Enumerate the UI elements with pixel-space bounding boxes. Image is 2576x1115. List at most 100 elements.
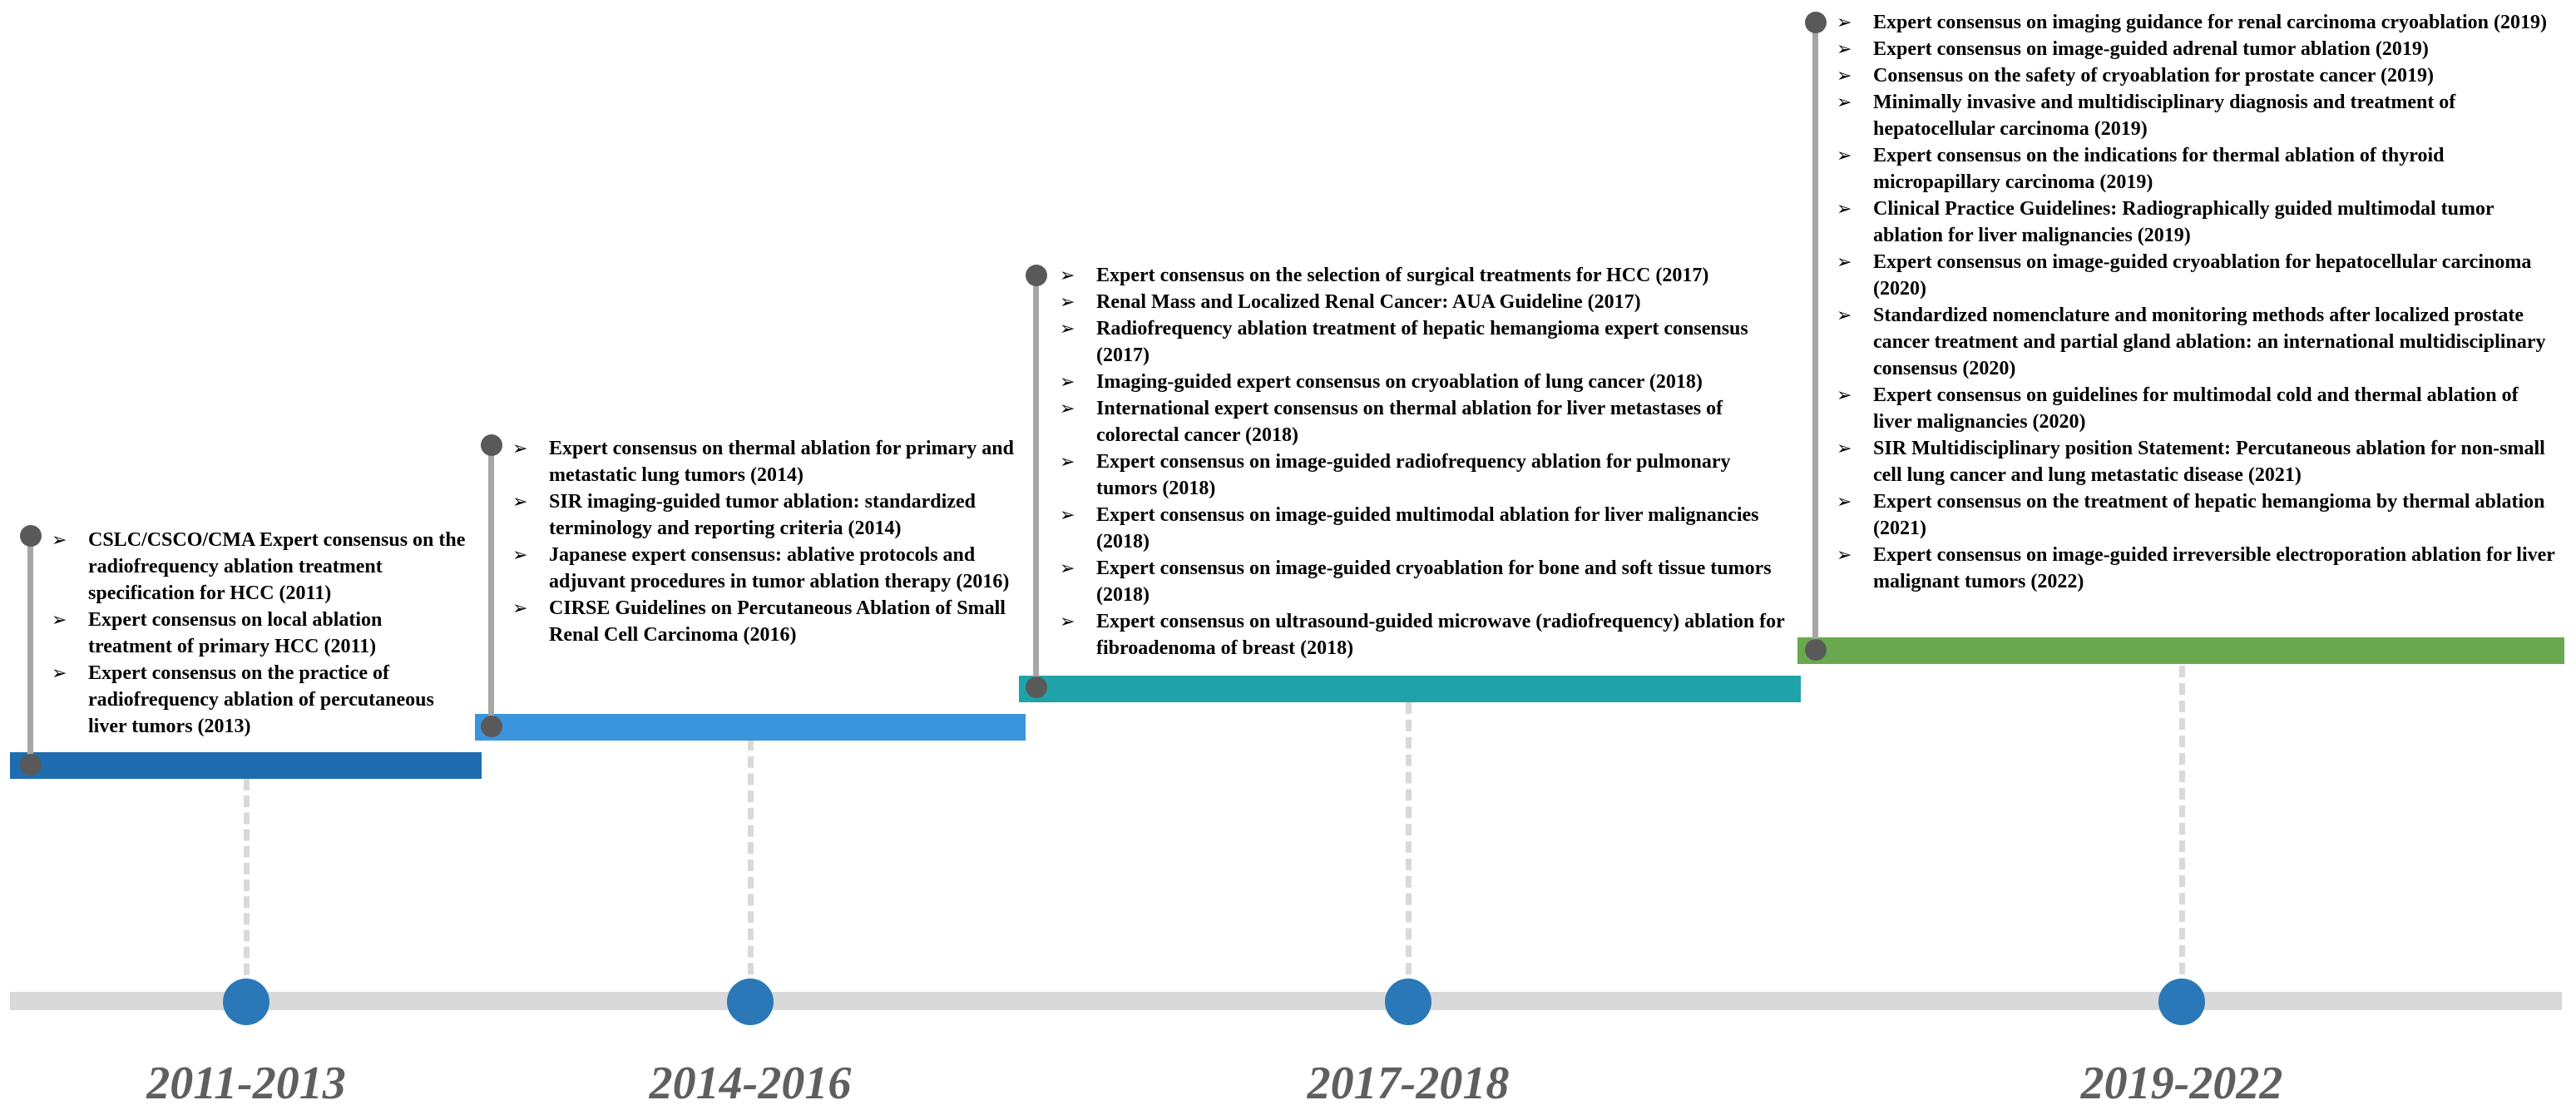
consensus-item-text: Radiofrequency ablation treatment of hep… <box>1096 318 1748 366</box>
consensus-item-text: Expert consensus on thermal ablation for… <box>549 438 1014 486</box>
consensus-item-text: Expert consensus on image-guided cryoabl… <box>1873 251 2532 300</box>
consensus-item: ➢ Expert consensus on the indications for… <box>1835 142 2559 196</box>
consensus-item-text: Expert consensus on image-guided cryoabl… <box>1096 558 1772 606</box>
consensus-item: ➢ Imaging-guided expert consensus on cryo… <box>1058 369 1790 395</box>
arrowhead-bullet-icon: ➢ <box>512 491 528 512</box>
stem-knob-bottom-2014-2016 <box>481 716 502 737</box>
consensus-item-text: Clinical Practice Guidelines: Radiograph… <box>1873 198 2494 246</box>
stem-knob-bottom-2017-2018 <box>1026 676 1047 698</box>
consensus-item-text: Expert consensus on the treatment of hep… <box>1873 491 2545 539</box>
arrowhead-bullet-icon: ➢ <box>1837 305 1852 325</box>
consensus-item: ➢ CIRSE Guidelines on Percutaneous Ablati… <box>511 595 1014 648</box>
consensus-item: ➢ International expert consensus on therm… <box>1058 395 1790 448</box>
arrowhead-bullet-icon: ➢ <box>512 438 528 458</box>
consensus-item: ➢ Expert consensus on the treatment of he… <box>1835 488 2559 542</box>
consensus-item: ➢ Expert consensus on the practice of rad… <box>50 660 466 740</box>
period-label-2011-2013: 2011-2013 <box>146 1058 346 1109</box>
timeline-axis <box>10 992 2562 1010</box>
consensus-item-text: Renal Mass and Localized Renal Cancer: A… <box>1096 291 1641 313</box>
arrowhead-bullet-icon: ➢ <box>1060 504 1075 525</box>
arrowhead-bullet-icon: ➢ <box>1060 558 1075 578</box>
period-bar-2017-2018 <box>1019 676 1801 702</box>
arrowhead-bullet-icon: ➢ <box>52 662 67 683</box>
arrowhead-bullet-icon: ➢ <box>1837 438 1852 458</box>
consensus-item-text: Expert consensus on image-guided irrever… <box>1873 544 2555 592</box>
arrowhead-bullet-icon: ➢ <box>1060 398 1075 419</box>
arrowhead-bullet-icon: ➢ <box>1837 38 1852 59</box>
connector-dash-2011-2013 <box>244 779 250 992</box>
consensus-item: ➢ Clinical Practice Guidelines: Radiograp… <box>1835 196 2559 249</box>
arrowhead-bullet-icon: ➢ <box>1837 145 1852 166</box>
consensus-item: ➢ Expert consensus on image-guided multim… <box>1058 502 1790 555</box>
consensus-item-text: Consensus on the safety of cryoablation … <box>1873 65 2434 87</box>
arrowhead-bullet-icon: ➢ <box>1837 544 1852 565</box>
consensus-item: ➢ Expert consensus on image-guided radiof… <box>1058 448 1790 502</box>
consensus-list-2017-2018: ➢ Expert consensus on the selection of su… <box>1058 262 1790 662</box>
consensus-item-text: CIRSE Guidelines on Percutaneous Ablatio… <box>549 597 1006 646</box>
stem-2017-2018 <box>1033 275 1039 687</box>
arrowhead-bullet-icon: ➢ <box>1837 198 1852 219</box>
period-bar-2014-2016 <box>475 714 1026 741</box>
consensus-item-text: Japanese expert consensus: ablative prot… <box>549 544 1010 592</box>
consensus-item: ➢ CSLC/CSCO/CMA Expert consensus on the r… <box>50 527 466 607</box>
consensus-item-text: Imaging-guided expert consensus on cryoa… <box>1096 371 1703 393</box>
consensus-item-text: SIR imaging-guided tumor ablation: stand… <box>549 491 976 539</box>
timeline-node-2011-2013 <box>223 979 269 1025</box>
arrowhead-bullet-icon: ➢ <box>1060 291 1075 312</box>
arrowhead-bullet-icon: ➢ <box>512 597 528 618</box>
consensus-item-text: International expert consensus on therma… <box>1096 398 1723 446</box>
consensus-list-2014-2016: ➢ Expert consensus on thermal ablation fo… <box>511 435 1014 648</box>
stem-2014-2016 <box>488 445 494 726</box>
consensus-item: ➢ SIR imaging-guided tumor ablation: stan… <box>511 488 1014 542</box>
arrowhead-bullet-icon: ➢ <box>1060 265 1075 285</box>
timeline-node-2017-2018 <box>1385 979 1431 1025</box>
consensus-item: ➢ Standardized nomenclature and monitorin… <box>1835 302 2559 382</box>
consensus-item-text: SIR Multidisciplinary position Statement… <box>1873 438 2545 486</box>
consensus-item: ➢ Expert consensus on image-guided irreve… <box>1835 542 2559 595</box>
consensus-item-text: Expert consensus on local ablation treat… <box>88 609 383 657</box>
consensus-item: ➢ Expert consensus on image-guided cryoab… <box>1058 555 1790 608</box>
consensus-item: ➢ Expert consensus on thermal ablation fo… <box>511 435 1014 488</box>
period-label-2019-2022: 2019-2022 <box>2080 1058 2283 1109</box>
arrowhead-bullet-icon: ➢ <box>1060 451 1075 472</box>
consensus-item: ➢ Consensus on the safety of cryoablation… <box>1835 62 2559 89</box>
consensus-item: ➢ SIR Multidisciplinary position Statemen… <box>1835 435 2559 488</box>
period-label-2017-2018: 2017-2018 <box>1307 1058 1510 1109</box>
consensus-list-2019-2022: ➢ Expert consensus on imaging guidance fo… <box>1835 9 2559 595</box>
stem-knob-bottom-2011-2013 <box>20 754 42 776</box>
consensus-item: ➢ Expert consensus on guidelines for mult… <box>1835 382 2559 435</box>
arrowhead-bullet-icon: ➢ <box>1837 65 1852 86</box>
arrowhead-bullet-icon: ➢ <box>1837 251 1852 272</box>
consensus-item: ➢ Expert consensus on ultrasound-guided m… <box>1058 608 1790 662</box>
consensus-item: ➢ Expert consensus on local ablation trea… <box>50 607 466 660</box>
arrowhead-bullet-icon: ➢ <box>1060 371 1075 392</box>
connector-dash-2017-2018 <box>1406 702 1412 992</box>
consensus-item-text: Expert consensus on imaging guidance for… <box>1873 12 2547 33</box>
arrowhead-bullet-icon: ➢ <box>52 609 67 630</box>
period-label-2014-2016: 2014-2016 <box>649 1058 852 1109</box>
consensus-item-text: Expert consensus on the selection of sur… <box>1096 265 1709 286</box>
arrowhead-bullet-icon: ➢ <box>52 529 67 550</box>
timeline-node-2014-2016 <box>727 979 774 1025</box>
consensus-item-text: Standardized nomenclature and monitoring… <box>1873 305 2546 379</box>
consensus-item: ➢ Expert consensus on imaging guidance fo… <box>1835 9 2559 36</box>
consensus-item-text: Expert consensus on image-guided adrenal… <box>1873 38 2429 60</box>
connector-dash-2019-2022 <box>2179 666 2185 992</box>
arrowhead-bullet-icon: ➢ <box>1837 491 1852 512</box>
consensus-item-text: CSLC/CSCO/CMA Expert consensus on the ra… <box>88 529 466 604</box>
consensus-item-text: Expert consensus on image-guided multimo… <box>1096 504 1759 553</box>
stem-knob-top-2017-2018 <box>1026 265 1047 286</box>
timeline-node-2019-2022 <box>2158 979 2205 1025</box>
consensus-item-text: Minimally invasive and multidisciplinary… <box>1873 92 2456 140</box>
consensus-item-text: Expert consensus on guidelines for multi… <box>1873 384 2519 433</box>
arrowhead-bullet-icon: ➢ <box>1837 384 1852 405</box>
stem-knob-top-2019-2022 <box>1805 12 1827 33</box>
consensus-item-text: Expert consensus on image-guided radiofr… <box>1096 451 1731 499</box>
consensus-item: ➢ Expert consensus on image-guided adrena… <box>1835 36 2559 62</box>
stem-knob-top-2011-2013 <box>20 525 42 547</box>
consensus-item: ➢ Japanese expert consensus: ablative pro… <box>511 542 1014 595</box>
consensus-item-text: Expert consensus on the indications for … <box>1873 145 2445 193</box>
consensus-list-2011-2013: ➢ CSLC/CSCO/CMA Expert consensus on the r… <box>50 527 466 740</box>
consensus-item-text: Expert consensus on the practice of radi… <box>88 662 434 737</box>
